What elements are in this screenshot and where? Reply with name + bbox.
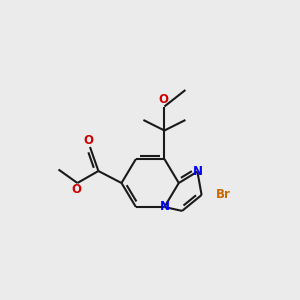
Text: N: N	[159, 200, 170, 214]
Text: O: O	[83, 134, 94, 147]
Text: Br: Br	[216, 188, 231, 202]
Text: O: O	[158, 93, 169, 106]
Text: N: N	[192, 165, 203, 178]
Text: O: O	[72, 183, 82, 196]
